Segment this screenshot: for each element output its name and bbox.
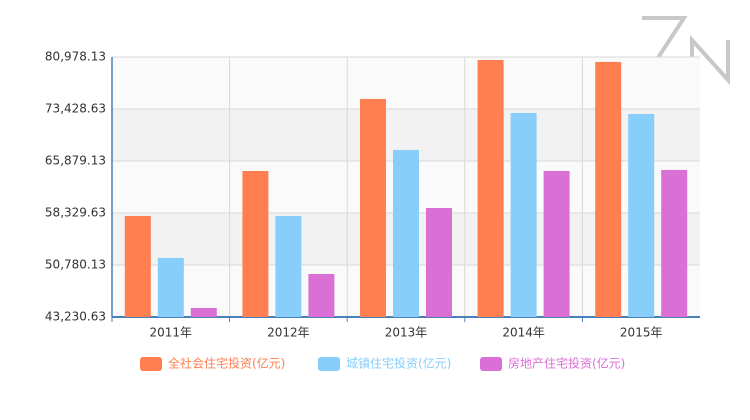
- bar: [510, 112, 537, 317]
- y-tick-label: 65,879.13: [45, 154, 106, 168]
- legend-label: 全社会住宅投资(亿元): [168, 356, 285, 371]
- legend-item: 城镇住宅投资(亿元): [318, 356, 451, 371]
- x-tick-label: 2015年: [620, 326, 663, 340]
- bar: [190, 307, 217, 317]
- bar: [595, 61, 622, 318]
- legend-swatch: [480, 357, 502, 371]
- bar: [543, 170, 570, 317]
- y-tick-label: 43,230.63: [45, 310, 106, 324]
- bar: [308, 273, 335, 317]
- legend-swatch: [318, 357, 340, 371]
- y-tick-label: 80,978.13: [45, 50, 106, 64]
- bar: [661, 169, 688, 317]
- bar: [477, 59, 504, 317]
- bar: [242, 170, 269, 317]
- x-tick-label: 2012年: [267, 326, 310, 340]
- bar: [426, 207, 452, 317]
- x-tick-label: 2011年: [150, 326, 193, 340]
- legend-item: 全社会住宅投资(亿元): [140, 356, 285, 371]
- bar: [275, 215, 302, 317]
- bar: [124, 215, 151, 317]
- legend-label: 房地产住宅投资(亿元): [508, 356, 625, 371]
- x-tick-label: 2013年: [385, 326, 428, 340]
- x-tick-label: 2014年: [502, 326, 545, 340]
- legend-label: 城镇住宅投资(亿元): [346, 356, 451, 371]
- legend-item: 房地产住宅投资(亿元): [480, 356, 625, 371]
- bar: [628, 114, 655, 318]
- y-tick-label: 73,428.63: [45, 102, 106, 116]
- bar: [393, 149, 419, 317]
- y-tick-label: 58,329.63: [45, 206, 106, 220]
- bar: [157, 257, 184, 317]
- legend-swatch: [140, 357, 162, 371]
- y-tick-label: 50,780.13: [45, 258, 106, 272]
- bar: [360, 98, 386, 317]
